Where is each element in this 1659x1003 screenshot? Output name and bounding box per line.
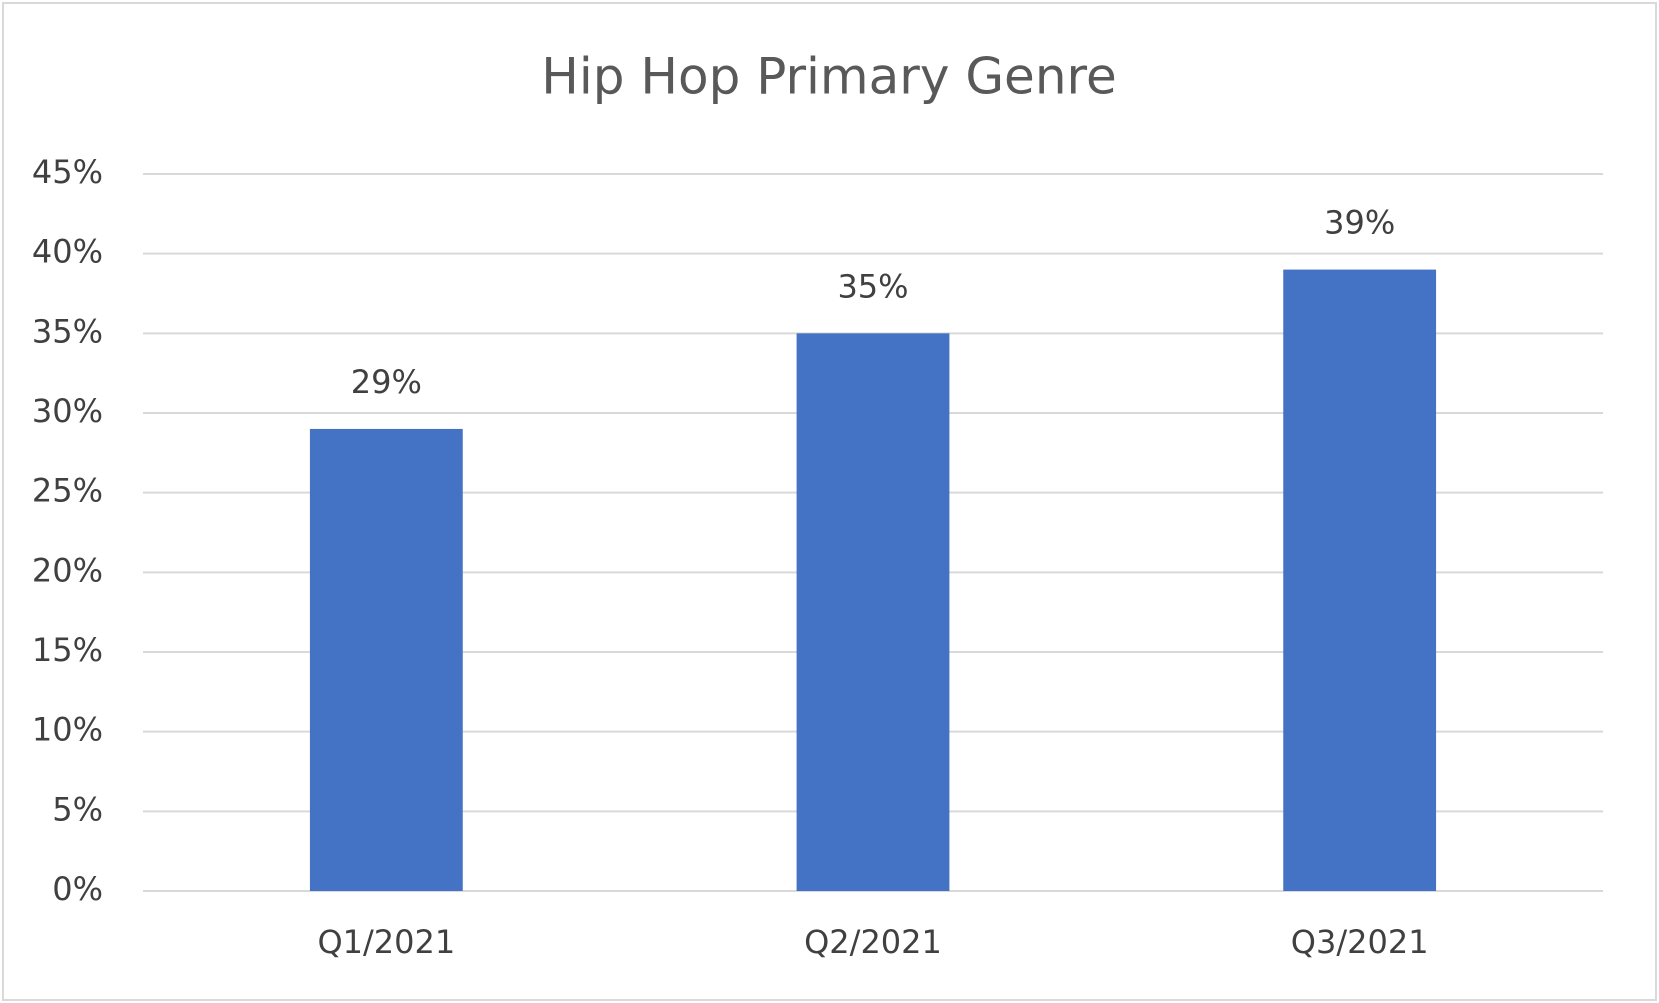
x-tick-label: Q2/2021 bbox=[804, 923, 942, 961]
y-tick-label: 5% bbox=[52, 790, 103, 828]
y-tick-label: 20% bbox=[32, 551, 103, 589]
y-tick-label: 15% bbox=[32, 631, 103, 669]
data-label: 35% bbox=[837, 267, 908, 305]
y-tick-label: 40% bbox=[32, 233, 103, 271]
bar bbox=[796, 333, 950, 891]
data-label: 39% bbox=[1324, 204, 1395, 242]
y-tick-label: 30% bbox=[32, 392, 103, 430]
x-tick-label: Q3/2021 bbox=[1291, 923, 1429, 961]
chart-title: Hip Hop Primary Genre bbox=[541, 48, 1116, 106]
y-tick-label: 10% bbox=[32, 711, 103, 749]
y-tick-label: 45% bbox=[32, 153, 103, 191]
y-tick-label: 0% bbox=[52, 870, 103, 908]
bar bbox=[1283, 269, 1437, 892]
y-tick-label: 35% bbox=[32, 312, 103, 350]
y-tick-label: 25% bbox=[32, 472, 103, 510]
bar bbox=[309, 428, 463, 891]
data-label: 29% bbox=[351, 363, 422, 401]
x-tick-label: Q1/2021 bbox=[317, 923, 455, 961]
